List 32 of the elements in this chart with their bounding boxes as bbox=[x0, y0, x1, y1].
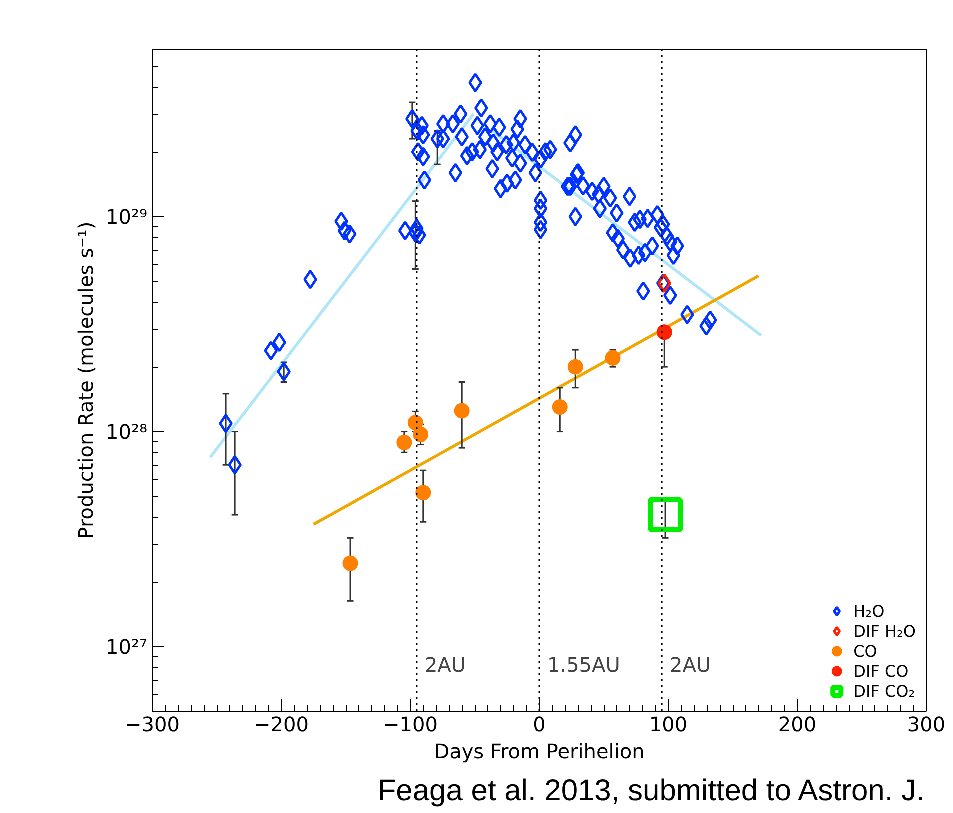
legend-label: H₂O bbox=[854, 602, 885, 620]
y-axis-title: Production Rate (molecules s⁻¹) bbox=[74, 222, 98, 540]
x-tick-label: −200 bbox=[254, 712, 309, 736]
x-tick-label: 0 bbox=[533, 712, 546, 736]
text: Feaga et al. 2013, submitted to Astron. J. bbox=[378, 774, 925, 808]
legend-label: DIF CO bbox=[854, 662, 909, 680]
point bbox=[416, 485, 432, 501]
x-axis-title: Days From Perihelion bbox=[434, 740, 645, 764]
ref-line-label: 2AU bbox=[424, 653, 466, 678]
x-tick-label: −300 bbox=[125, 712, 180, 736]
point bbox=[408, 415, 424, 431]
legend-label: DIF H₂O bbox=[854, 622, 916, 640]
point bbox=[454, 403, 470, 419]
point bbox=[656, 324, 672, 340]
x-tick-label: 200 bbox=[778, 712, 817, 736]
point bbox=[342, 556, 358, 572]
x-tick-label: −100 bbox=[383, 712, 438, 736]
legend-label: DIF CO₂ bbox=[854, 682, 916, 700]
y-tick-label: 10²⁸ bbox=[106, 420, 148, 444]
ref-line-label: 1.55AU bbox=[548, 653, 620, 678]
ref-line-label: 2AU bbox=[670, 653, 712, 678]
legend-label: CO bbox=[854, 642, 878, 660]
point bbox=[396, 434, 412, 450]
point bbox=[552, 400, 568, 416]
point bbox=[648, 498, 684, 533]
x-tick-label: 300 bbox=[907, 712, 946, 736]
point bbox=[413, 426, 429, 442]
y-tick-label: 10²⁷ bbox=[106, 634, 148, 659]
x-tick-label: 100 bbox=[649, 712, 688, 736]
point bbox=[568, 359, 584, 375]
y-tick-label: 10²⁹ bbox=[106, 204, 148, 229]
point bbox=[605, 350, 621, 366]
